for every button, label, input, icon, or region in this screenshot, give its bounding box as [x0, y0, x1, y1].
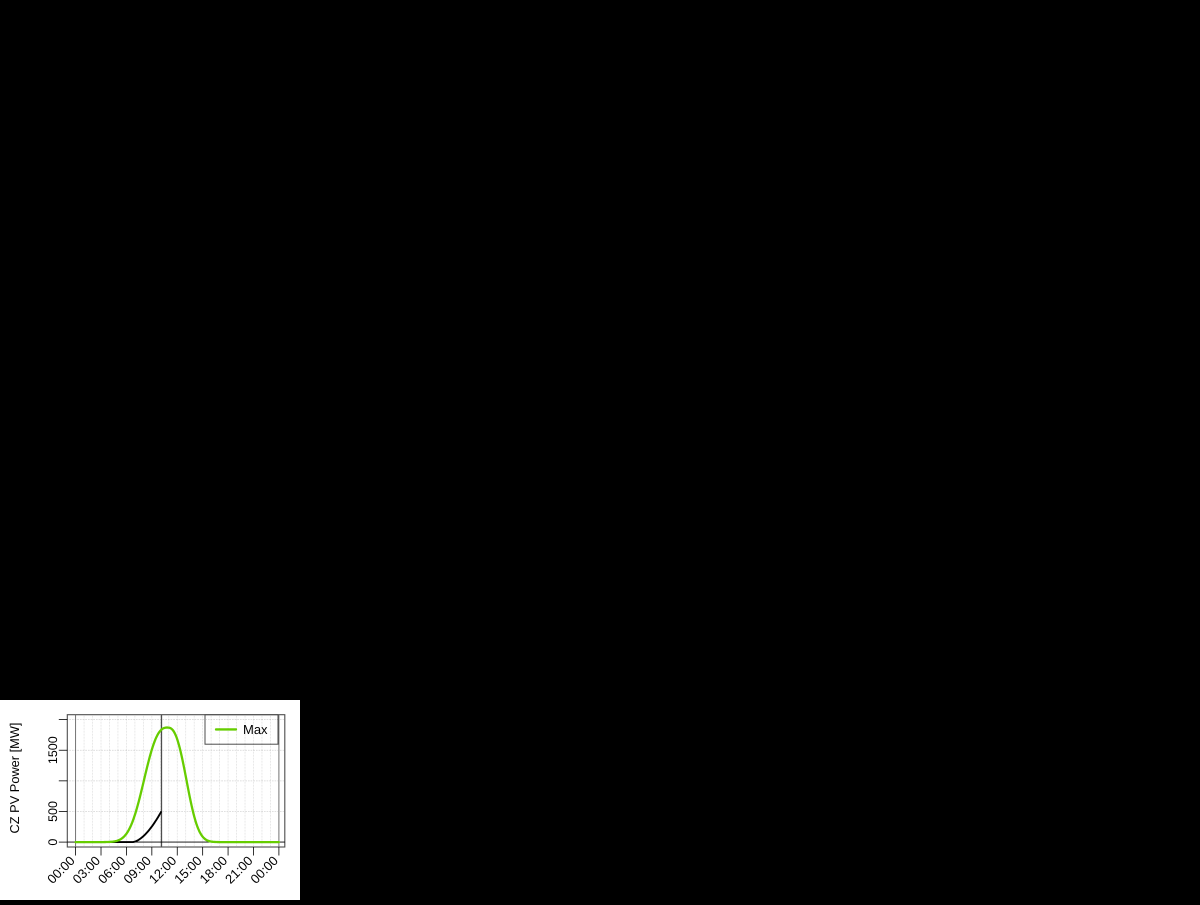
svg-text:21:00: 21:00	[222, 853, 256, 887]
svg-text:0: 0	[46, 839, 60, 846]
svg-text:CZ PV Power [MW]: CZ PV Power [MW]	[7, 723, 22, 834]
svg-text:09:00: 09:00	[120, 853, 154, 887]
svg-text:00:00: 00:00	[247, 853, 281, 887]
svg-text:00:00: 00:00	[44, 853, 78, 887]
svg-text:03:00: 03:00	[70, 853, 104, 887]
svg-text:1500: 1500	[46, 736, 60, 764]
svg-text:06:00: 06:00	[95, 853, 129, 887]
svg-text:500: 500	[46, 801, 60, 822]
svg-text:12:00: 12:00	[146, 853, 180, 887]
svg-text:18:00: 18:00	[197, 853, 231, 887]
svg-text:Max: Max	[243, 722, 268, 737]
svg-text:15:00: 15:00	[171, 853, 205, 887]
